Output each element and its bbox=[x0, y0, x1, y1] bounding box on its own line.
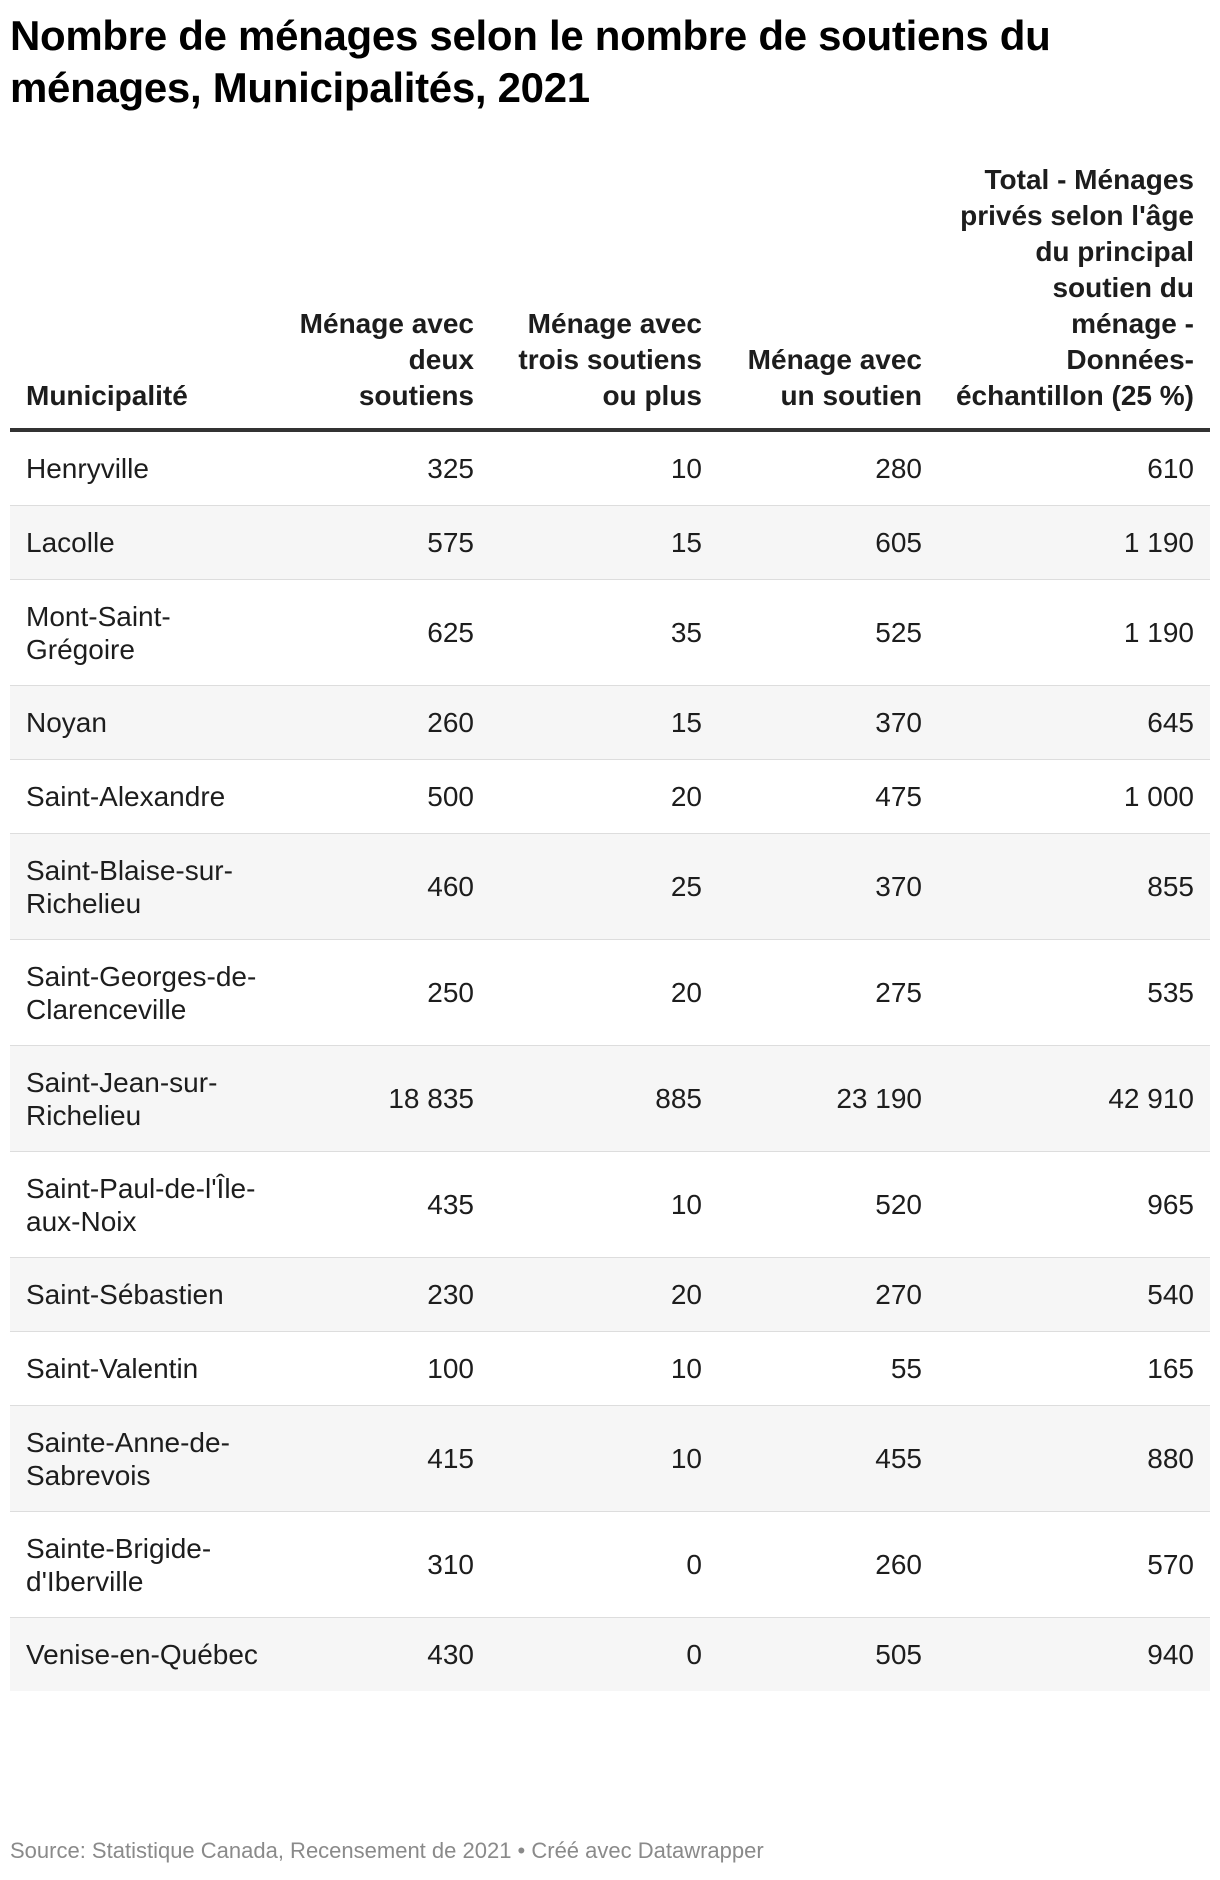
trois-soutiens-cell: 35 bbox=[490, 579, 718, 686]
trois-soutiens-cell: 20 bbox=[490, 1257, 718, 1332]
total-cell: 855 bbox=[938, 833, 1210, 940]
table-row: Mont-Saint-Grégoire 625 35 525 1 190 bbox=[10, 579, 1210, 686]
deux-soutiens-cell: 415 bbox=[280, 1405, 490, 1512]
un-soutien-cell: 370 bbox=[718, 685, 938, 760]
data-table: Municipalité Ménage avec deux soutiens M… bbox=[10, 162, 1210, 1691]
municipalite-cell: Saint-Alexandre bbox=[10, 759, 280, 834]
municipalite-cell: Noyan bbox=[10, 685, 280, 760]
trois-soutiens-cell: 25 bbox=[490, 833, 718, 940]
table-row: Henryville 325 10 280 610 bbox=[10, 430, 1210, 506]
deux-soutiens-cell: 100 bbox=[280, 1331, 490, 1406]
total-cell: 535 bbox=[938, 939, 1210, 1046]
un-soutien-cell: 475 bbox=[718, 759, 938, 834]
table-row: Saint-Valentin 100 10 55 165 bbox=[10, 1331, 1210, 1406]
municipalite-cell: Saint-Blaise-sur-Richelieu bbox=[10, 833, 280, 940]
un-soutien-cell: 605 bbox=[718, 505, 938, 580]
total-cell: 645 bbox=[938, 685, 1210, 760]
deux-soutiens-cell: 435 bbox=[280, 1151, 490, 1258]
total-cell: 1 190 bbox=[938, 579, 1210, 686]
municipalite-cell: Saint-Valentin bbox=[10, 1331, 280, 1406]
trois-soutiens-cell: 10 bbox=[490, 1331, 718, 1406]
un-soutien-cell: 23 190 bbox=[718, 1045, 938, 1152]
column-header-total[interactable]: Total - Ménages privés selon l'âge du pr… bbox=[938, 162, 1210, 432]
total-cell: 940 bbox=[938, 1617, 1210, 1691]
table-row: Noyan 260 15 370 645 bbox=[10, 685, 1210, 760]
table-row: Lacolle 575 15 605 1 190 bbox=[10, 505, 1210, 580]
table-row: Sainte-Brigide-d'Iberville 310 0 260 570 bbox=[10, 1511, 1210, 1618]
table-row: Saint-Paul-de-l'Île-aux-Noix 435 10 520 965 bbox=[10, 1151, 1210, 1258]
total-cell: 540 bbox=[938, 1257, 1210, 1332]
municipalite-cell: Mont-Saint-Grégoire bbox=[10, 579, 280, 686]
municipalite-cell: Saint-Georges-de-Clarenceville bbox=[10, 939, 280, 1046]
total-cell: 965 bbox=[938, 1151, 1210, 1258]
total-cell: 42 910 bbox=[938, 1045, 1210, 1152]
total-cell: 880 bbox=[938, 1405, 1210, 1512]
deux-soutiens-cell: 18 835 bbox=[280, 1045, 490, 1152]
total-cell: 165 bbox=[938, 1331, 1210, 1406]
deux-soutiens-cell: 460 bbox=[280, 833, 490, 940]
un-soutien-cell: 270 bbox=[718, 1257, 938, 1332]
table-header: Municipalité Ménage avec deux soutiens M… bbox=[10, 162, 1210, 432]
table-row: Saint-Jean-sur-Richelieu 18 835 885 23 190 4… bbox=[10, 1045, 1210, 1152]
column-header-trois-soutiens[interactable]: Ménage avec trois soutiens ou plus bbox=[490, 162, 718, 432]
trois-soutiens-cell: 15 bbox=[490, 685, 718, 760]
municipalite-cell: Lacolle bbox=[10, 505, 280, 580]
municipalite-cell: Henryville bbox=[10, 430, 280, 506]
total-cell: 570 bbox=[938, 1511, 1210, 1618]
table-row: Sainte-Anne-de-Sabrevois 415 10 455 880 bbox=[10, 1405, 1210, 1512]
un-soutien-cell: 520 bbox=[718, 1151, 938, 1258]
trois-soutiens-cell: 15 bbox=[490, 505, 718, 580]
trois-soutiens-cell: 0 bbox=[490, 1617, 718, 1691]
deux-soutiens-cell: 310 bbox=[280, 1511, 490, 1618]
un-soutien-cell: 525 bbox=[718, 579, 938, 686]
column-header-municipalite[interactable]: Municipalité bbox=[10, 162, 280, 432]
municipalite-cell: Saint-Sébastien bbox=[10, 1257, 280, 1332]
trois-soutiens-cell: 20 bbox=[490, 759, 718, 834]
deux-soutiens-cell: 575 bbox=[280, 505, 490, 580]
municipalite-cell: Sainte-Brigide-d'Iberville bbox=[10, 1511, 280, 1618]
municipalite-cell: Saint-Jean-sur-Richelieu bbox=[10, 1045, 280, 1152]
deux-soutiens-cell: 230 bbox=[280, 1257, 490, 1332]
column-header-deux-soutiens[interactable]: Ménage avec deux soutiens bbox=[280, 162, 490, 432]
chart-title: Nombre de ménages selon le nombre de sou… bbox=[10, 12, 1051, 111]
un-soutien-cell: 55 bbox=[718, 1331, 938, 1406]
table-row: Saint-Alexandre 500 20 475 1 000 bbox=[10, 759, 1210, 834]
trois-soutiens-cell: 10 bbox=[490, 1405, 718, 1512]
deux-soutiens-cell: 500 bbox=[280, 759, 490, 834]
deux-soutiens-cell: 325 bbox=[280, 430, 490, 506]
table-row: Venise-en-Québec 430 0 505 940 bbox=[10, 1617, 1210, 1691]
source-footer: Source: Statistique Canada, Recensement … bbox=[10, 1838, 764, 1863]
municipalite-cell: Saint-Paul-de-l'Île-aux-Noix bbox=[10, 1151, 280, 1258]
table-row: Saint-Sébastien 230 20 270 540 bbox=[10, 1257, 1210, 1332]
municipalite-cell: Venise-en-Québec bbox=[10, 1617, 280, 1691]
municipalite-cell: Sainte-Anne-de-Sabrevois bbox=[10, 1405, 280, 1512]
un-soutien-cell: 455 bbox=[718, 1405, 938, 1512]
total-cell: 610 bbox=[938, 430, 1210, 506]
un-soutien-cell: 505 bbox=[718, 1617, 938, 1691]
deux-soutiens-cell: 260 bbox=[280, 685, 490, 760]
un-soutien-cell: 280 bbox=[718, 430, 938, 506]
deux-soutiens-cell: 430 bbox=[280, 1617, 490, 1691]
un-soutien-cell: 275 bbox=[718, 939, 938, 1046]
trois-soutiens-cell: 10 bbox=[490, 1151, 718, 1258]
table-row: Saint-Blaise-sur-Richelieu 460 25 370 855 bbox=[10, 833, 1210, 940]
trois-soutiens-cell: 20 bbox=[490, 939, 718, 1046]
total-cell: 1 190 bbox=[938, 505, 1210, 580]
trois-soutiens-cell: 885 bbox=[490, 1045, 718, 1152]
deux-soutiens-cell: 250 bbox=[280, 939, 490, 1046]
total-cell: 1 000 bbox=[938, 759, 1210, 834]
table-row: Saint-Georges-de-Clarenceville 250 20 275 53… bbox=[10, 939, 1210, 1046]
un-soutien-cell: 260 bbox=[718, 1511, 938, 1618]
deux-soutiens-cell: 625 bbox=[280, 579, 490, 686]
column-header-un-soutien[interactable]: Ménage avec un soutien bbox=[718, 162, 938, 432]
trois-soutiens-cell: 10 bbox=[490, 430, 718, 506]
table-body: Henryville 325 10 280 610 Lacolle 575 15 605 1 19… bbox=[10, 430, 1210, 1691]
trois-soutiens-cell: 0 bbox=[490, 1511, 718, 1618]
un-soutien-cell: 370 bbox=[718, 833, 938, 940]
header-row: Municipalité Ménage avec deux soutiens M… bbox=[10, 162, 1210, 432]
